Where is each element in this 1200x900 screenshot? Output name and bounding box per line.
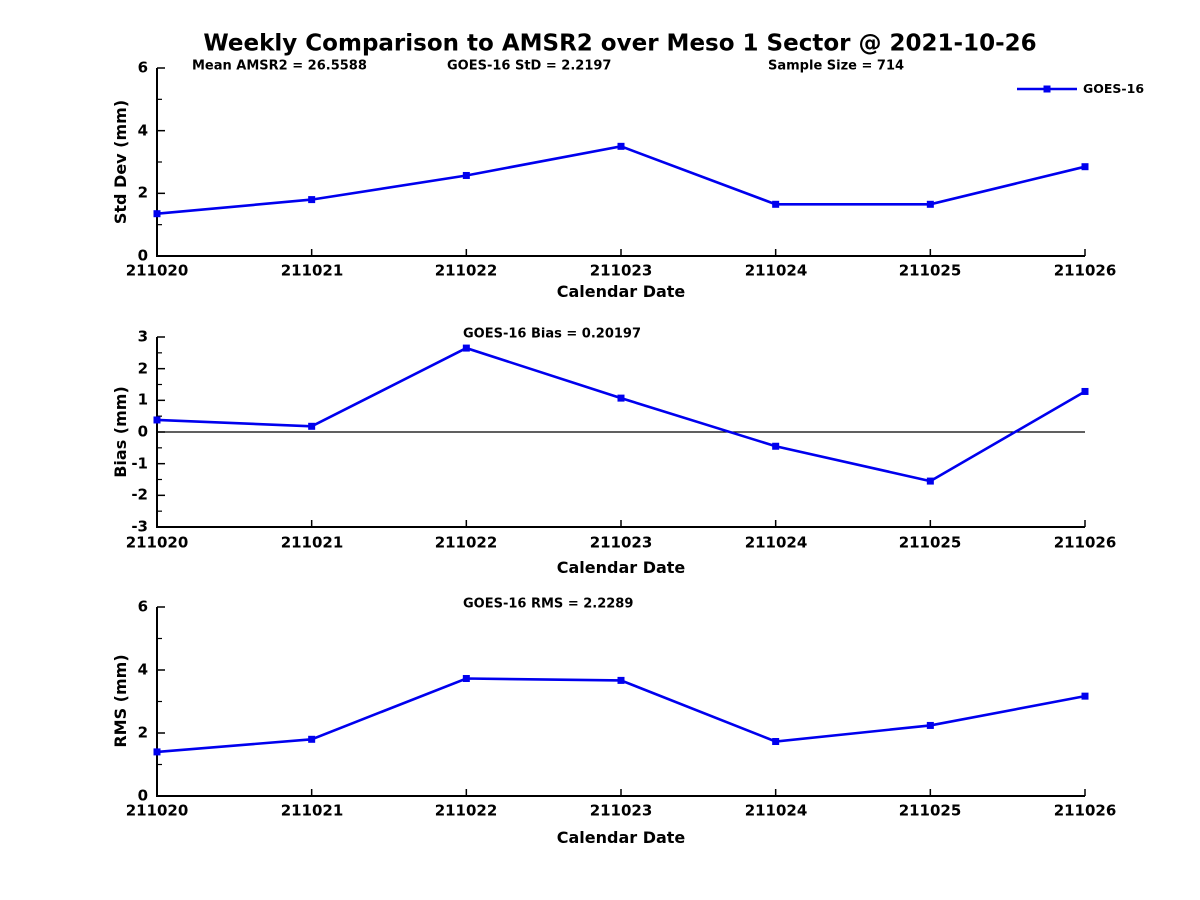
stddev-xtick: 211025 [898, 261, 962, 280]
stat-mean-amsr2: Mean AMSR2 = 26.5588 [192, 58, 367, 74]
stddev-xtick: 211021 [280, 261, 344, 280]
bias-ytick: -1 [131, 454, 148, 473]
bias-xtick: 211023 [589, 533, 653, 552]
rms-ytick: 4 [137, 660, 148, 679]
stddev-xtick: 211026 [1053, 261, 1117, 280]
stddev-ytick: 0 [137, 246, 148, 265]
rms-xtick: 211020 [125, 801, 189, 820]
bias-xtick: 211021 [280, 533, 344, 552]
rms-xtick: 211023 [589, 801, 653, 820]
bias-xtick: 211020 [125, 533, 189, 552]
stddev-ytick: 4 [137, 121, 148, 140]
bias-xtick: 211022 [434, 533, 498, 552]
bias-ytick: 1 [137, 390, 148, 409]
stddev-xtick: 211022 [434, 261, 498, 280]
rms-xtick: 211024 [744, 801, 808, 820]
rms-ytick: 2 [137, 723, 148, 742]
bias-ytick: 0 [137, 422, 148, 441]
stddev-xtick: 211023 [589, 261, 653, 280]
stddev-xtick: 211020 [125, 261, 189, 280]
rms-ytick: 0 [137, 786, 148, 805]
chart-title: Weekly Comparison to AMSR2 over Meso 1 S… [203, 30, 1037, 57]
rms-ytick: 6 [137, 597, 148, 616]
legend-label-goes16: GOES-16 [1083, 80, 1145, 96]
stat-goes16-std: GOES-16 StD = 2.2197 [447, 58, 612, 74]
rms-x-axis-label: Calendar Date [556, 828, 686, 847]
bias-ytick: 3 [137, 327, 148, 346]
rms-xtick: 211025 [898, 801, 962, 820]
rms-y-axis-label: RMS (mm) [111, 654, 130, 748]
stat-goes16-rms: GOES-16 RMS = 2.2289 [463, 596, 634, 612]
bias-xtick: 211026 [1053, 533, 1117, 552]
bias-ytick: 2 [137, 359, 148, 378]
bias-x-axis-label: Calendar Date [556, 558, 686, 577]
bias-xtick: 211025 [898, 533, 962, 552]
stddev-y-axis-label: Std Dev (mm) [111, 99, 130, 225]
rms-xtick: 211021 [280, 801, 344, 820]
bias-ytick: -2 [131, 485, 148, 504]
stddev-x-axis-label: Calendar Date [556, 282, 686, 301]
rms-xtick: 211026 [1053, 801, 1117, 820]
stat-goes16-bias: GOES-16 Bias = 0.20197 [463, 326, 642, 342]
stddev-xtick: 211024 [744, 261, 808, 280]
bias-ytick: -3 [131, 517, 148, 536]
stat-sample-size: Sample Size = 714 [768, 58, 905, 74]
rms-xtick: 211022 [434, 801, 498, 820]
stddev-ytick: 6 [137, 58, 148, 77]
bias-y-axis-label: Bias (mm) [111, 386, 130, 478]
stddev-ytick: 2 [137, 183, 148, 202]
bias-xtick: 211024 [744, 533, 808, 552]
